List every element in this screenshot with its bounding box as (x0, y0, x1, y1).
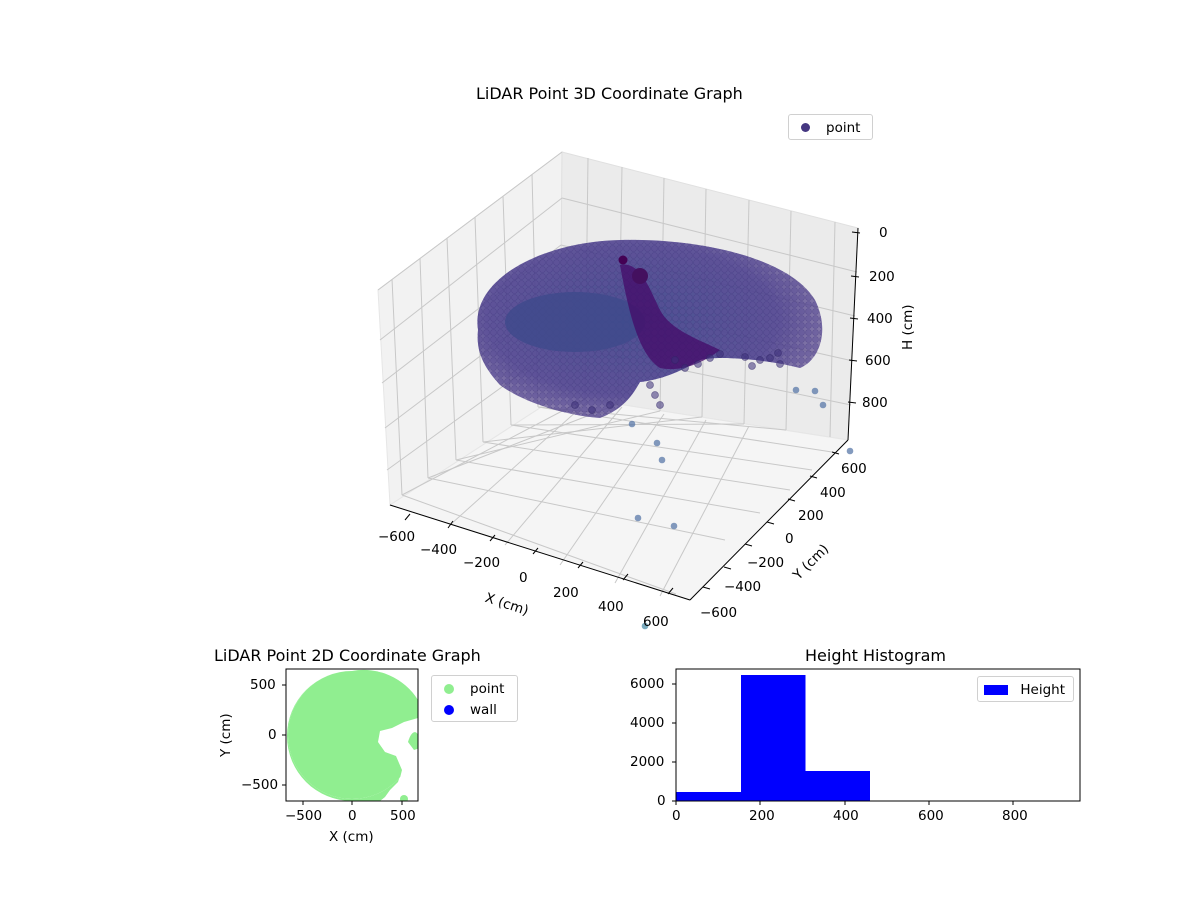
x-tick: 600 (918, 808, 944, 824)
y-tick: 6000 (630, 676, 665, 692)
y-tick: −600 (700, 605, 738, 621)
legend-label: point (826, 119, 861, 136)
x-tick: 0 (519, 570, 528, 586)
legend-label: point (470, 680, 505, 697)
x-tick: 0 (672, 808, 681, 824)
y-tick: 200 (798, 508, 824, 524)
x-tick: −500 (285, 808, 323, 824)
y-tick: 400 (820, 485, 846, 501)
legend-item-height: Height (978, 679, 1073, 700)
x-axis-line (389, 504, 691, 601)
x-tick: 0 (348, 808, 357, 824)
y-axis-label: Y (cm) (218, 713, 234, 757)
y-tick: 0 (785, 531, 794, 547)
y-tick: −400 (724, 579, 762, 595)
x-tick: 600 (643, 614, 669, 630)
point-cloud (477, 239, 854, 630)
histogram-legend: Height (977, 676, 1074, 702)
histogram-bars (676, 675, 870, 801)
x-tick: 800 (1002, 808, 1028, 824)
legend-patch-icon (984, 684, 1009, 695)
z-axis-label: H (cm) (900, 304, 916, 350)
histogram-title: Height Histogram (805, 646, 946, 665)
legend-item-point: point (432, 678, 517, 699)
legend-item-point: point (789, 117, 872, 138)
x-tick: −600 (378, 529, 416, 545)
legend-item-wall: wall (432, 699, 517, 720)
chart-3d-title: LiDAR Point 3D Coordinate Graph (476, 84, 743, 103)
y-tick: 600 (841, 461, 867, 477)
x-axis-label: X (cm) (329, 829, 374, 845)
legend-marker-icon (444, 704, 454, 715)
legend-label: Height (1020, 681, 1065, 698)
x-tick: 200 (553, 585, 579, 601)
y-tick: 2000 (630, 754, 665, 770)
x-tick: 400 (833, 808, 859, 824)
x-tick: 500 (390, 808, 416, 824)
z-tick: 200 (869, 269, 895, 285)
y-tick: −500 (241, 777, 279, 793)
chart-2d-title: LiDAR Point 2D Coordinate Graph (214, 646, 481, 665)
chart-3d-canvas (377, 150, 861, 630)
y-tick: 4000 (630, 715, 665, 731)
y-tick: 0 (657, 793, 666, 809)
z-tick: 0 (879, 225, 888, 241)
legend-label: wall (470, 701, 497, 718)
z-tick: 600 (865, 353, 891, 369)
legend-marker-icon (801, 123, 810, 132)
chart-2d-legend: point wall (431, 675, 518, 722)
z-axis-line (847, 227, 859, 441)
legend-marker-icon (444, 683, 454, 694)
y-axis-line (689, 439, 849, 601)
z-tick: 800 (862, 395, 888, 411)
x-tick: 200 (749, 808, 775, 824)
x-tick: −400 (420, 542, 458, 558)
x-tick: −200 (463, 555, 501, 571)
y-tick: −200 (747, 555, 785, 571)
y-tick: 0 (268, 727, 277, 743)
z-tick: 400 (867, 311, 893, 327)
chart-3d-legend: point (788, 114, 873, 140)
scatter-points (287, 669, 418, 801)
y-tick: 500 (250, 677, 276, 693)
x-tick: 400 (598, 599, 624, 615)
